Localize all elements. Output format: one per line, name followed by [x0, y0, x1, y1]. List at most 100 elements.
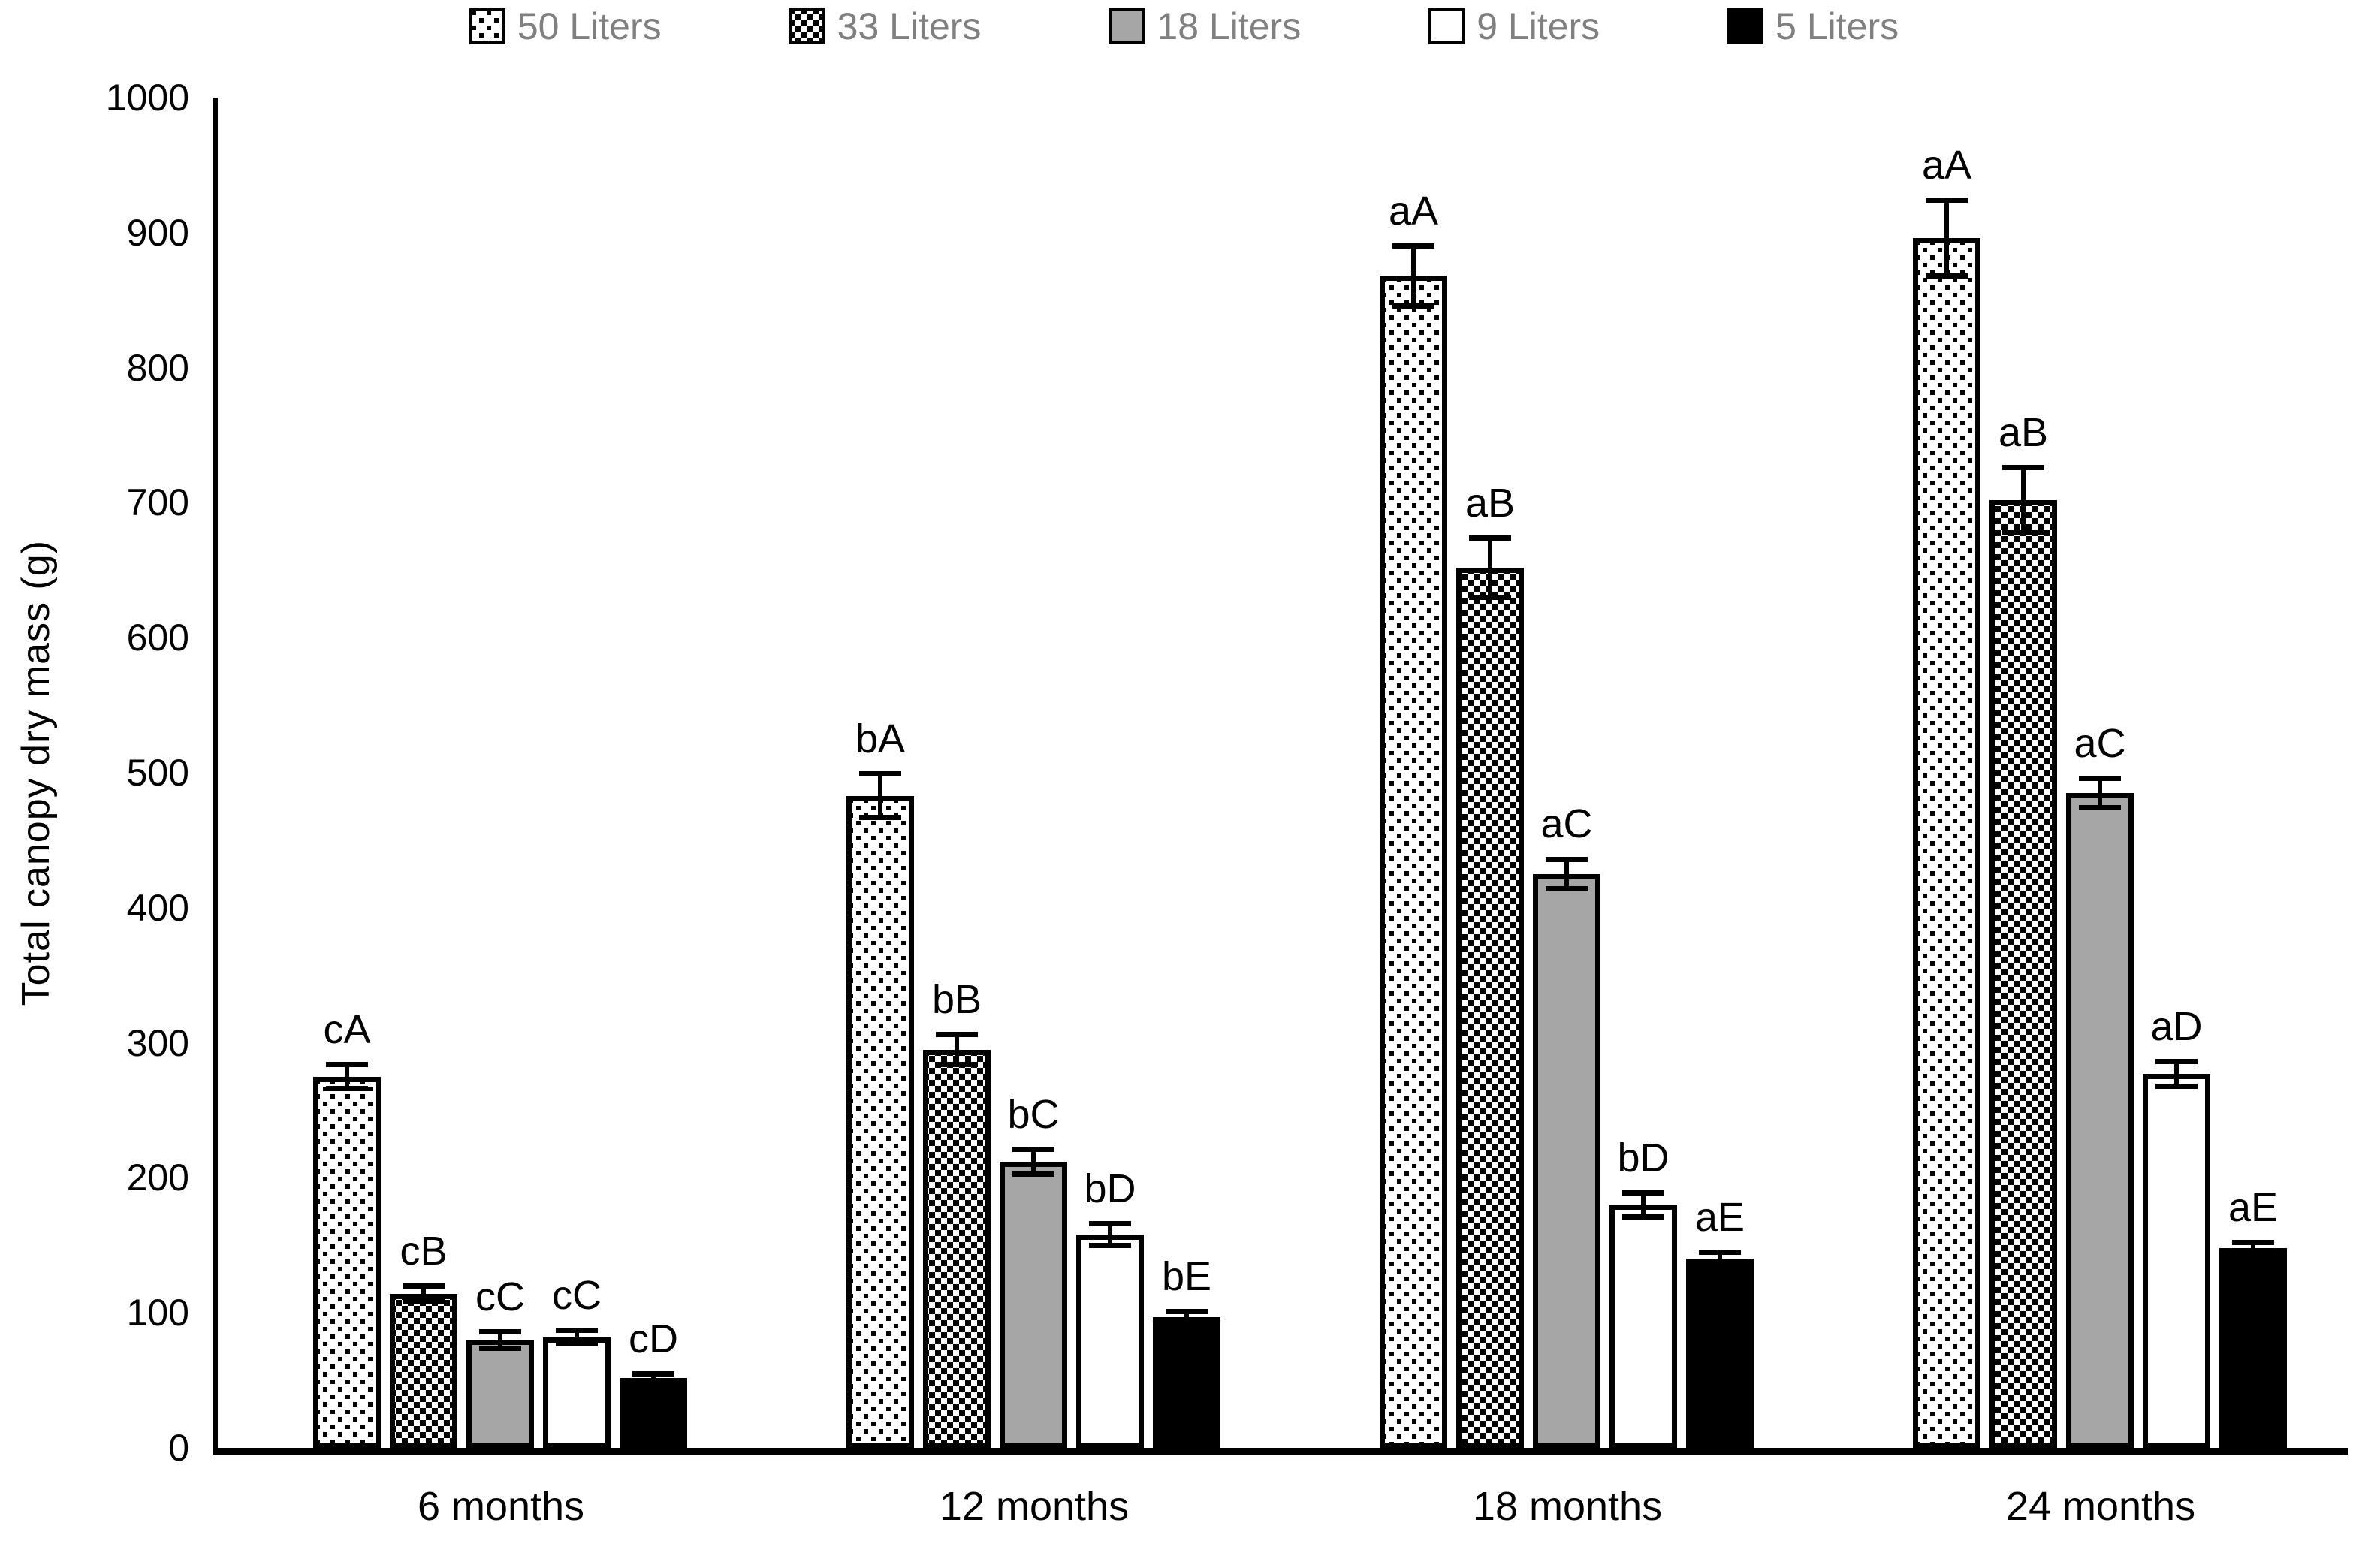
error-bar-cap-bottom: [1926, 273, 1968, 279]
bar-slot: cD: [620, 98, 687, 1448]
significance-label: aB: [1465, 480, 1516, 526]
error-bar-cap-top: [1926, 198, 1968, 204]
significance-label: aB: [1998, 410, 2049, 456]
error-bar-cap-top: [632, 1370, 674, 1377]
error-bar-cap-top: [859, 771, 901, 777]
error-bar-cap-bottom: [326, 1086, 368, 1092]
bar-slot: aE: [1686, 98, 1754, 1448]
bar-slot: bC: [1000, 98, 1067, 1448]
bar-slot: aD: [2143, 98, 2210, 1448]
error-bar-line: [345, 1061, 349, 1092]
bar-33-liters-12-months: [923, 1050, 991, 1448]
error-bar-cap-top: [556, 1327, 598, 1333]
error-bar: [403, 1283, 445, 1305]
error-bar-line: [1108, 1220, 1112, 1248]
bar-group-24-months: aA aB aC aD aE 24 months: [1913, 98, 2288, 1527]
error-bar-cap-top: [1392, 243, 1434, 249]
bar-50-liters-18-months: [1380, 276, 1447, 1448]
error-bar-cap-bottom: [556, 1341, 598, 1347]
bar-33-liters-6-months: [390, 1294, 457, 1448]
bar-50-liters-12-months: [846, 796, 914, 1448]
error-bar: [2232, 1240, 2274, 1256]
error-bar-line: [1944, 198, 1949, 279]
significance-label: bA: [855, 716, 906, 762]
error-bar-cap-top: [1622, 1190, 1664, 1196]
error-bar-cap-top: [1699, 1249, 1741, 1255]
error-bar-line: [651, 1370, 656, 1385]
error-bar-cap-bottom: [1012, 1171, 1054, 1177]
legend-label: 50 Liters: [517, 5, 662, 47]
bar-group-6-months: cA cB cC cC cD 6 months: [313, 98, 689, 1527]
error-bar-line: [2098, 775, 2102, 811]
bar-18-liters-24-months: [2066, 793, 2134, 1448]
error-bar-line: [575, 1327, 579, 1347]
y-tick-label: 600: [126, 617, 189, 659]
y-tick-label: 1000: [105, 77, 189, 119]
legend-item-9-liters: 9 Liters: [1428, 8, 1600, 45]
significance-label: cC: [552, 1272, 602, 1318]
bar-5-liters-18-months: [1686, 1259, 1754, 1448]
error-bar: [479, 1328, 521, 1351]
significance-label: cA: [323, 1006, 371, 1052]
significance-label: aA: [1921, 143, 1972, 188]
error-bar-cap-bottom: [1622, 1214, 1664, 1220]
error-bar-cap-top: [2079, 775, 2121, 781]
x-category-label: 24 months: [2005, 1484, 2196, 1529]
error-bar-line: [955, 1032, 959, 1067]
x-category-label: 12 months: [939, 1484, 1130, 1529]
bar-slot: aC: [1533, 98, 1600, 1448]
error-bar-line: [2021, 465, 2026, 535]
bar-33-liters-24-months: [1989, 500, 2057, 1448]
bar-slot: aC: [2066, 98, 2134, 1448]
error-bar-cap-top: [1469, 535, 1511, 541]
error-bar-line: [1718, 1249, 1722, 1268]
error-bar-cap-bottom: [2079, 805, 2121, 811]
significance-label: aA: [1388, 188, 1439, 234]
y-tick-label: 800: [126, 346, 189, 389]
bar-group-18-months: aA aB aC bD aE 18 months: [1380, 98, 1755, 1527]
significance-label: bD: [1084, 1165, 1136, 1211]
error-bar: [1089, 1220, 1131, 1248]
error-bar: [859, 771, 901, 820]
error-bar-cap-bottom: [2232, 1250, 2274, 1256]
error-bar-cap-bottom: [2002, 529, 2044, 535]
error-bar-cap-bottom: [1166, 1319, 1208, 1325]
bar-5-liters-24-months: [2219, 1248, 2287, 1448]
error-bar: [1469, 535, 1511, 600]
error-bar-cap-bottom: [936, 1061, 978, 1067]
x-category-label: 18 months: [1472, 1484, 1663, 1529]
legend-item-18-liters: 18 Liters: [1109, 8, 1301, 45]
error-bar-cap-top: [479, 1328, 521, 1334]
error-bar-line: [498, 1328, 502, 1351]
significance-label: aE: [2228, 1185, 2279, 1231]
error-bar: [326, 1061, 368, 1092]
error-bar-line: [2174, 1059, 2179, 1089]
bar-slot: bA: [846, 98, 914, 1448]
error-bar: [2155, 1059, 2198, 1089]
y-axis-tick-labels: 0 100 200 300 400 500 600 700 800 900 1000: [0, 79, 189, 1467]
error-bar-cap-top: [1166, 1308, 1208, 1314]
y-tick-label: 500: [126, 752, 189, 794]
error-bar-cap-top: [2155, 1059, 2198, 1065]
error-bar-cap-top: [936, 1032, 978, 1038]
significance-label: cC: [475, 1274, 525, 1319]
legend-label: 18 Liters: [1157, 5, 1302, 47]
error-bar-cap-bottom: [1546, 886, 1588, 892]
error-bar: [1926, 198, 1968, 279]
bar-slot: bD: [1076, 98, 1144, 1448]
error-bar-cap-bottom: [479, 1345, 521, 1351]
bar-5-liters-12-months: [1153, 1317, 1220, 1448]
error-bar-cap-bottom: [2155, 1083, 2198, 1089]
error-bar-cap-bottom: [859, 814, 901, 820]
legend-swatch-icon: [1428, 8, 1465, 44]
error-bar-cap-top: [1089, 1220, 1131, 1226]
error-bar-cap-top: [2002, 465, 2044, 471]
bar-slot: cB: [390, 98, 457, 1448]
error-bar-line: [1031, 1147, 1036, 1177]
error-bar-line: [2251, 1240, 2255, 1256]
significance-label: bB: [931, 977, 982, 1023]
bar-18-liters-6-months: [466, 1340, 534, 1448]
error-bar-cap-top: [1546, 856, 1588, 862]
error-bar: [2002, 465, 2044, 535]
bar-33-liters-18-months: [1456, 568, 1524, 1448]
